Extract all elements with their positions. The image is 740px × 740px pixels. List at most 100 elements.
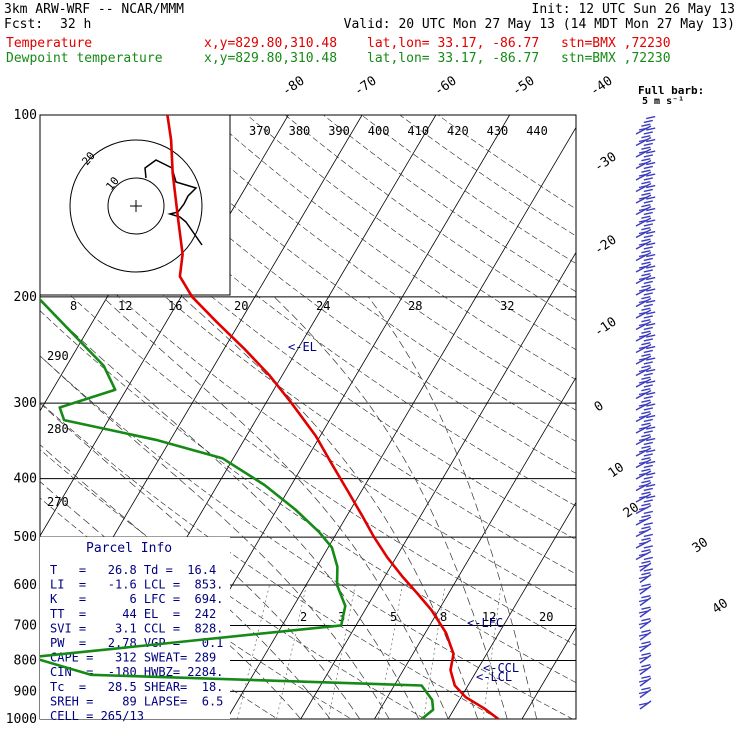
wind-barb-feather xyxy=(646,472,656,476)
pressure-tick-label: 300 xyxy=(14,396,37,411)
wind-barb-staff xyxy=(635,125,652,135)
wind-barb-feather xyxy=(641,606,651,610)
wind-barb-feather xyxy=(638,311,649,315)
wind-barb-feather xyxy=(643,315,653,319)
dry-adiabat-line xyxy=(361,115,576,264)
wind-barb-feather xyxy=(638,518,649,522)
wind-barb-feather xyxy=(641,342,651,346)
wind-barb-feather xyxy=(643,349,653,354)
isotherm-tick-label: -10 xyxy=(592,315,620,341)
pressure-tick-label: 500 xyxy=(14,530,37,545)
dry-adiabat-line xyxy=(170,115,576,411)
wind-barb-feather xyxy=(641,422,651,426)
moist-adiabat-line xyxy=(102,296,449,719)
wind-barb-feather xyxy=(646,345,656,350)
hodograph-speed-label: 16 xyxy=(168,299,182,313)
barb-legend-value: 5 m s⁻¹ xyxy=(642,96,684,107)
wind-barb-staff xyxy=(635,309,652,319)
dewpoint-legend-station: stn=BMX ,72230 xyxy=(561,51,671,66)
wind-barb-feather xyxy=(638,564,649,568)
wind-barb-feather xyxy=(643,211,653,216)
wind-barb-feather xyxy=(641,227,651,231)
wind-barb-feather xyxy=(638,299,649,304)
wind-barb-staff xyxy=(635,148,652,158)
wind-barb-staff xyxy=(639,631,652,641)
wind-barb-staff xyxy=(639,585,652,595)
wind-barb-feather xyxy=(638,414,649,419)
wind-barb-staff xyxy=(635,355,652,365)
temperature-legend-latlon: lat,lon= 33.17, -86.77 xyxy=(367,36,540,51)
lfc-annotation: <-LFC xyxy=(467,616,503,630)
isotherm-line xyxy=(596,115,740,719)
lcl-annotation: <-LCL xyxy=(476,670,512,684)
model-title: 3km ARW-WRF -- NCAR/MMM xyxy=(4,2,185,17)
wind-barb-feather xyxy=(638,610,649,614)
isotherm-tick-label: -60 xyxy=(432,74,460,100)
mixing-ratio-label: 8 xyxy=(440,610,447,624)
wind-barb-staff xyxy=(639,642,652,653)
wind-barb-feather xyxy=(641,192,651,196)
wind-barb-feather xyxy=(643,464,653,469)
wind-barb-feather xyxy=(643,165,653,170)
wind-barb-feather xyxy=(638,265,649,269)
wind-barb-feather xyxy=(641,503,651,507)
wind-barb-feather xyxy=(641,468,651,472)
wind-barb-feather xyxy=(641,549,651,553)
wind-barb-feather xyxy=(641,388,651,392)
wind-barb-staff xyxy=(639,700,652,710)
pressure-tick-label: 400 xyxy=(14,472,37,487)
wind-barb-feather xyxy=(638,173,649,177)
wind-barb-feather xyxy=(638,633,649,637)
wind-barb-staff xyxy=(635,447,652,457)
wind-barb-feather xyxy=(638,506,649,511)
wind-barb-feather xyxy=(641,491,651,495)
hodograph-speed-label: 20 xyxy=(234,299,248,313)
wind-barb-staff xyxy=(635,516,652,526)
dry-adiabat-line xyxy=(437,115,576,210)
wind-barb-feather xyxy=(641,445,651,449)
wind-barb-feather xyxy=(646,437,656,442)
wind-barb-feather xyxy=(643,338,653,342)
dry-adiabat-line xyxy=(40,266,576,646)
wind-barb-feather xyxy=(643,430,653,434)
wind-barb-feather xyxy=(638,368,649,373)
wind-barb-feather xyxy=(646,242,656,246)
wind-barb-feather xyxy=(643,487,653,492)
wind-barb-feather xyxy=(641,595,651,599)
wind-barb-feather xyxy=(638,184,649,189)
wind-barb-feather xyxy=(638,345,649,350)
wind-barb-feather xyxy=(638,541,649,545)
hodograph-box xyxy=(39,114,231,296)
wind-barb-staff xyxy=(635,378,652,388)
dewpoint-legend-xy: x,y=829.80,310.48 xyxy=(204,51,338,66)
wind-barb-feather xyxy=(643,384,653,388)
moist-adiabat-line xyxy=(367,296,538,719)
wind-barb-feather xyxy=(643,142,653,147)
wind-barb-feather xyxy=(641,514,651,518)
temperature-profile-line xyxy=(166,115,500,719)
wind-barb-staff xyxy=(635,332,652,342)
wind-barb-feather xyxy=(638,621,649,626)
wind-barb-staff xyxy=(635,458,652,469)
wind-barb-feather xyxy=(638,656,649,660)
isotherm-tick-label: -30 xyxy=(592,150,620,176)
mixing-ratio-label: 5 xyxy=(390,610,397,624)
wind-barb-feather xyxy=(641,480,651,484)
isotherm-line xyxy=(226,126,576,719)
wind-barb-feather xyxy=(638,403,649,407)
wind-barb-feather xyxy=(643,568,653,572)
wind-barb-feather xyxy=(638,437,649,442)
dry-adiabat-label: 290 xyxy=(47,349,69,363)
wind-barb-feather xyxy=(646,403,656,407)
wind-barb-feather xyxy=(646,426,656,430)
wind-barb-feather xyxy=(646,196,656,200)
wind-barb-feather xyxy=(643,280,653,285)
mixing-ratio-line xyxy=(482,584,502,719)
wind-barb-feather xyxy=(638,472,649,476)
wind-barb-feather xyxy=(638,690,649,695)
wind-barb-feather xyxy=(646,138,656,143)
wind-barb-staff xyxy=(639,619,652,630)
wind-barb-feather xyxy=(638,322,649,327)
wind-barb-feather xyxy=(646,288,656,292)
wind-barb-feather xyxy=(643,441,653,446)
